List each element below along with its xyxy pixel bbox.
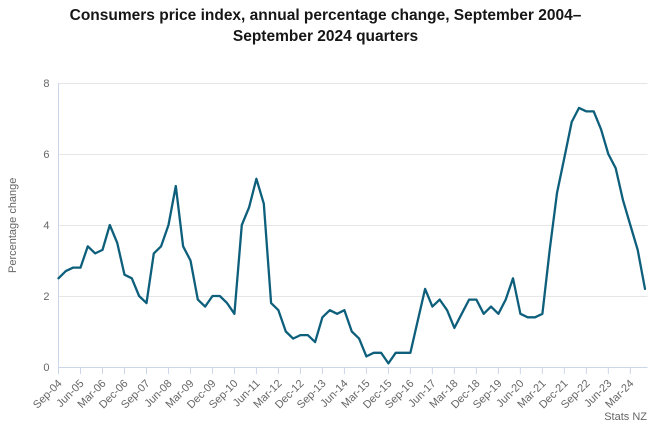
y-axis-tick-label: 0 <box>43 362 49 374</box>
source-credit: Stats NZ <box>604 411 647 423</box>
y-axis-tick-label: 4 <box>43 220 49 232</box>
cpi-line-series <box>57 106 647 365</box>
y-axis-tick-label: 8 <box>43 78 49 90</box>
y-axis-title: Percentage change <box>7 177 19 273</box>
y-axis-tick-label: 6 <box>43 149 49 161</box>
y-axis-tick-label: 2 <box>43 291 49 303</box>
chart-title: Consumers price index, annual percentage… <box>69 7 582 45</box>
